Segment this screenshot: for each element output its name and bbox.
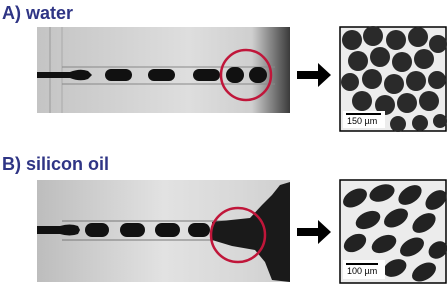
- arrow: [297, 63, 331, 87]
- micrograph-channel: [37, 180, 290, 282]
- scale-bar-label: 150 µm: [347, 116, 377, 126]
- micrograph-droplets: 150 µm: [339, 26, 447, 132]
- micrograph-droplets: 100 µm: [339, 179, 447, 284]
- arrow: [297, 220, 331, 244]
- panel-label: A) water: [2, 3, 73, 23]
- scale-bar-label: 100 µm: [347, 266, 377, 276]
- micrograph-channel: [37, 27, 290, 113]
- panel-label: B) silicon oil: [2, 154, 109, 174]
